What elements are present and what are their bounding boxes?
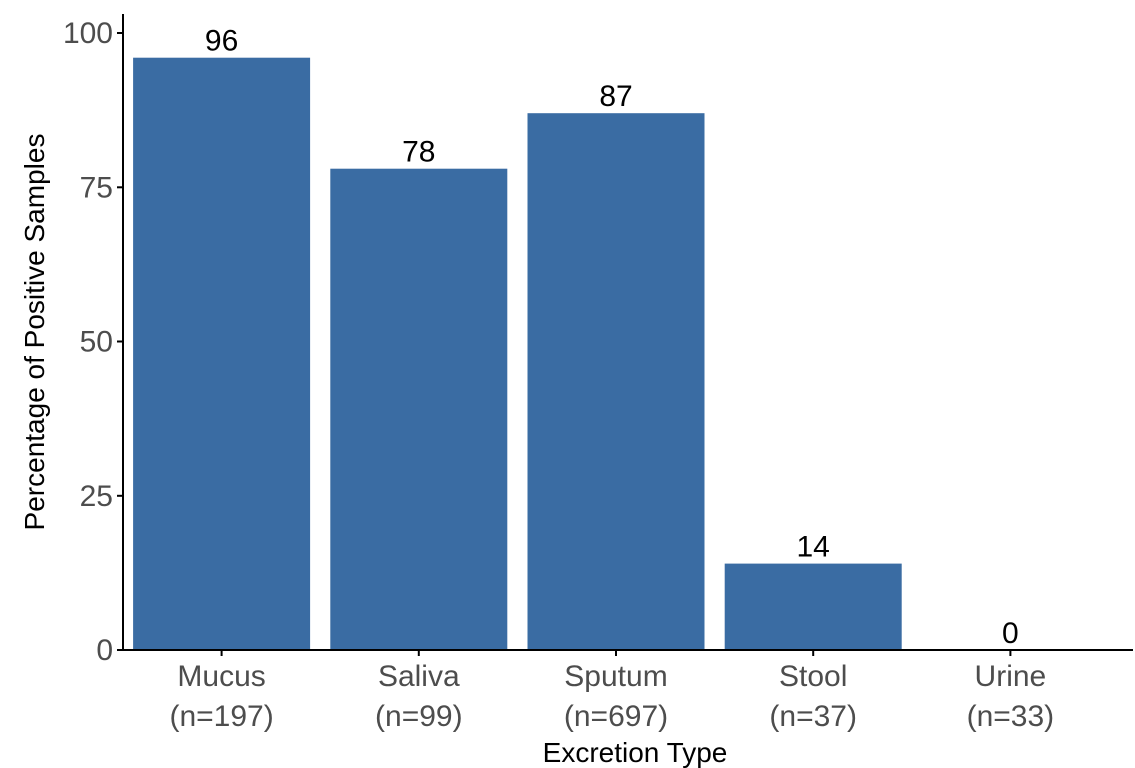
x-tick-label-saliva: Saliva — [378, 660, 460, 693]
y-tick-label-50: 50 — [80, 326, 113, 359]
x-tick-sublabel-mucus: (n=197) — [169, 700, 273, 733]
bar-stool — [724, 563, 902, 650]
bars — [133, 57, 902, 650]
x-axis-title: Excretion Type — [543, 737, 728, 768]
data-label-sputum: 87 — [599, 80, 632, 113]
data-label-mucus: 96 — [205, 25, 238, 58]
x-tick-sublabel-urine: (n=33) — [967, 700, 1055, 733]
data-label-stool: 14 — [797, 531, 830, 564]
x-tick-sublabel-saliva: (n=99) — [375, 700, 463, 733]
y-tick-label-25: 25 — [80, 480, 113, 513]
x-tick-label-sputum: Sputum — [564, 660, 667, 693]
y-tick-label-0: 0 — [96, 634, 113, 667]
y-tick-label-100: 100 — [63, 17, 113, 50]
data-label-urine: 0 — [1002, 617, 1019, 650]
bar-mucus — [133, 57, 311, 650]
y-axis: 0 25 50 75 100 — [63, 14, 124, 667]
x-axis: Mucus (n=197) Saliva (n=99) Sputum (n=697) Sto… — [122, 649, 1133, 733]
x-tick-label-stool: Stool — [779, 660, 847, 693]
bar-saliva — [330, 168, 508, 650]
data-label-saliva: 78 — [402, 136, 435, 169]
y-tick-label-75: 75 — [80, 171, 113, 204]
data-labels: 96 78 87 14 0 — [205, 25, 1019, 650]
y-axis-title: Percentage of Positive Samples — [19, 134, 50, 531]
bar-sputum — [527, 113, 705, 650]
x-tick-label-urine: Urine — [975, 660, 1047, 693]
x-tick-label-mucus: Mucus — [177, 660, 265, 693]
x-tick-sublabel-stool: (n=37) — [769, 700, 857, 733]
x-tick-sublabel-sputum: (n=697) — [564, 700, 668, 733]
